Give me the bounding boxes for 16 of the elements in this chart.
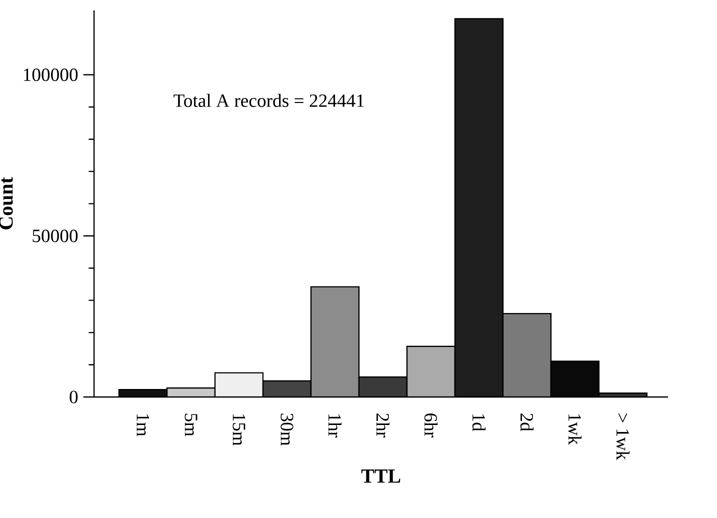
annotation: Total A records = 224441 bbox=[174, 94, 364, 107]
x-tick-label: 1wk bbox=[568, 414, 582, 445]
x-tick-label: 5m bbox=[184, 414, 198, 436]
x-tick-label: 1d bbox=[472, 414, 486, 432]
x-tick-label: 2d bbox=[520, 414, 534, 432]
y-tick-label: 100000 bbox=[24, 68, 78, 82]
x-tick-label: 1m bbox=[136, 414, 150, 436]
x-tick-label: 30m bbox=[280, 414, 294, 446]
x-tick-label: 1hr bbox=[328, 414, 342, 438]
x-tick-label: 15m bbox=[232, 414, 246, 446]
y-tick-label: 50000 bbox=[32, 230, 78, 242]
x-tick-label: 6hr bbox=[424, 414, 438, 438]
x-axis-title: TTL bbox=[361, 470, 400, 483]
y-tick-label: 0 bbox=[70, 390, 78, 404]
x-tick-label: > 1wk bbox=[616, 414, 630, 460]
x-tick-label: 2hr bbox=[376, 414, 390, 438]
